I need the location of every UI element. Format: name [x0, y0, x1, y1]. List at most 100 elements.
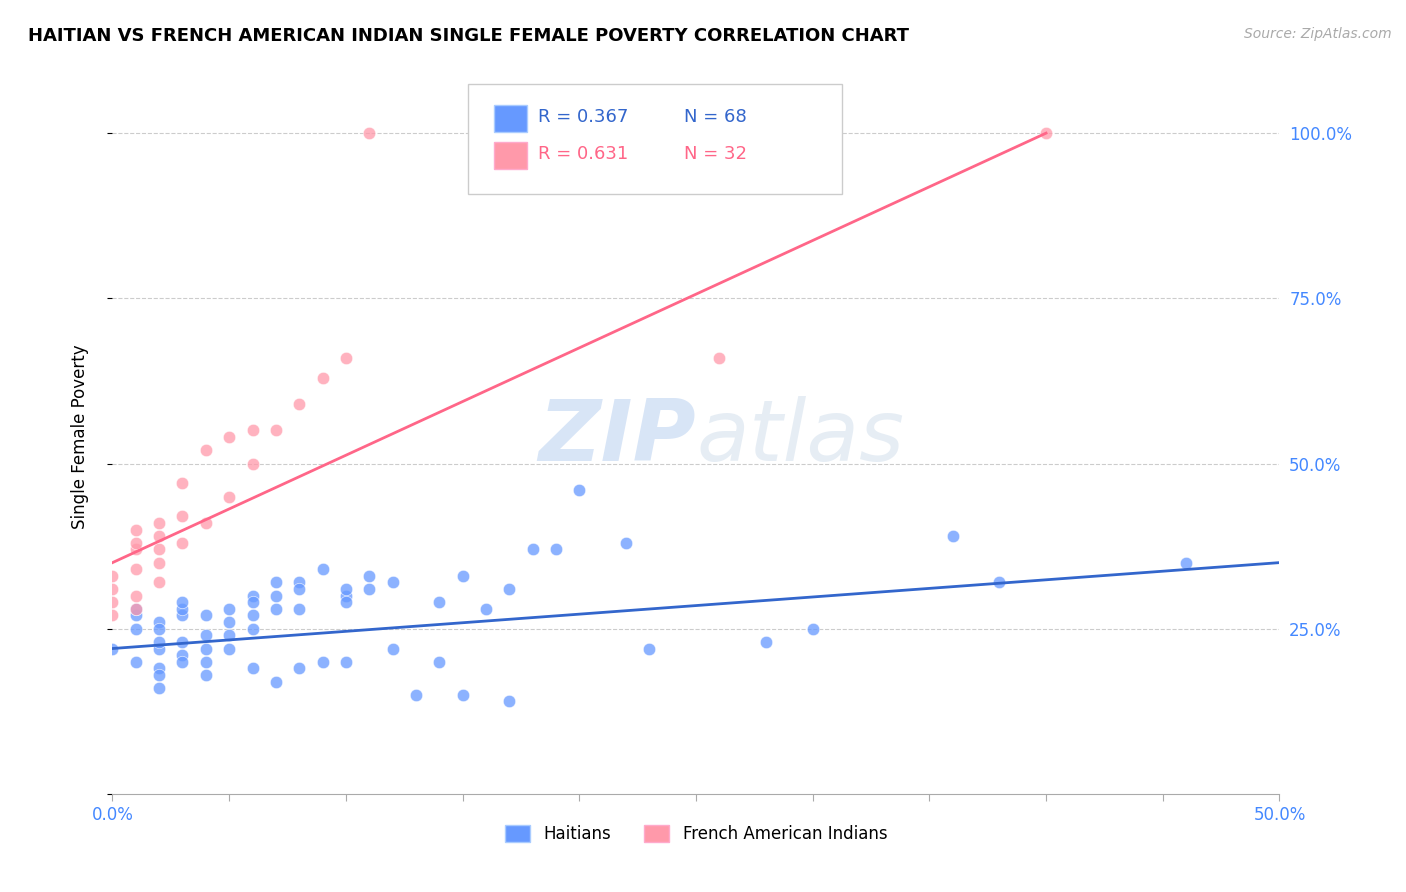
Point [194, 608, 217, 623]
Point [218, 490, 240, 504]
Point [148, 575, 170, 590]
Text: R = 0.631: R = 0.631 [538, 145, 628, 162]
Point [242, 608, 264, 623]
FancyBboxPatch shape [494, 104, 527, 132]
Point [125, 536, 148, 550]
Point [335, 589, 357, 603]
Point [148, 641, 170, 656]
Point [125, 542, 148, 557]
Point [194, 641, 217, 656]
Point [101, 608, 124, 623]
Point [242, 661, 264, 675]
Point [451, 688, 474, 702]
Point [264, 589, 287, 603]
FancyBboxPatch shape [494, 143, 527, 169]
Point [544, 542, 567, 557]
Point [427, 595, 450, 609]
Point [172, 608, 194, 623]
Point [335, 595, 357, 609]
Point [148, 622, 170, 636]
Point [242, 424, 264, 438]
Point [568, 483, 591, 497]
Point [125, 608, 148, 623]
Point [172, 655, 194, 669]
Point [218, 628, 240, 642]
Point [359, 126, 381, 140]
Point [1175, 556, 1198, 570]
Point [172, 476, 194, 491]
Point [172, 635, 194, 649]
Point [125, 655, 148, 669]
Point [335, 351, 357, 365]
Point [381, 641, 404, 656]
Text: ZIP: ZIP [538, 395, 696, 479]
Point [101, 595, 124, 609]
Text: Source: ZipAtlas.com: Source: ZipAtlas.com [1244, 27, 1392, 41]
Y-axis label: Single Female Poverty: Single Female Poverty [70, 345, 89, 529]
Point [194, 443, 217, 458]
Point [218, 641, 240, 656]
FancyBboxPatch shape [468, 84, 842, 194]
Point [148, 615, 170, 629]
Point [101, 641, 124, 656]
Point [264, 424, 287, 438]
Text: N = 68: N = 68 [685, 108, 747, 126]
Point [288, 602, 311, 616]
Text: N = 32: N = 32 [685, 145, 748, 162]
Point [125, 602, 148, 616]
Point [451, 569, 474, 583]
Point [218, 430, 240, 444]
Point [288, 575, 311, 590]
Point [638, 641, 661, 656]
Point [405, 688, 427, 702]
Point [359, 569, 381, 583]
Point [125, 562, 148, 576]
Point [288, 661, 311, 675]
Point [148, 661, 170, 675]
Point [264, 602, 287, 616]
Point [172, 536, 194, 550]
Point [172, 509, 194, 524]
Point [942, 529, 965, 543]
Point [311, 370, 333, 384]
Point [288, 582, 311, 596]
Point [264, 575, 287, 590]
Point [755, 635, 778, 649]
Point [709, 351, 731, 365]
Point [335, 655, 357, 669]
Point [125, 523, 148, 537]
Point [172, 595, 194, 609]
Point [194, 516, 217, 530]
Point [125, 602, 148, 616]
Point [335, 582, 357, 596]
Point [498, 582, 520, 596]
Point [148, 668, 170, 682]
Point [148, 529, 170, 543]
Text: R = 0.367: R = 0.367 [538, 108, 628, 126]
Point [242, 595, 264, 609]
Point [475, 126, 498, 140]
Point [172, 648, 194, 662]
Text: HAITIAN VS FRENCH AMERICAN INDIAN SINGLE FEMALE POVERTY CORRELATION CHART: HAITIAN VS FRENCH AMERICAN INDIAN SINGLE… [28, 27, 910, 45]
Point [125, 622, 148, 636]
Point [194, 628, 217, 642]
Point [381, 575, 404, 590]
Text: atlas: atlas [696, 395, 904, 479]
Point [194, 668, 217, 682]
Legend: Haitians, French American Indians: Haitians, French American Indians [498, 818, 894, 850]
Point [264, 674, 287, 689]
Point [427, 655, 450, 669]
Point [311, 562, 333, 576]
Point [498, 694, 520, 708]
Point [311, 655, 333, 669]
Point [101, 569, 124, 583]
Point [194, 655, 217, 669]
Point [242, 589, 264, 603]
Point [242, 622, 264, 636]
Point [148, 556, 170, 570]
Point [288, 397, 311, 411]
Point [148, 635, 170, 649]
Point [218, 602, 240, 616]
Point [359, 582, 381, 596]
Point [101, 582, 124, 596]
